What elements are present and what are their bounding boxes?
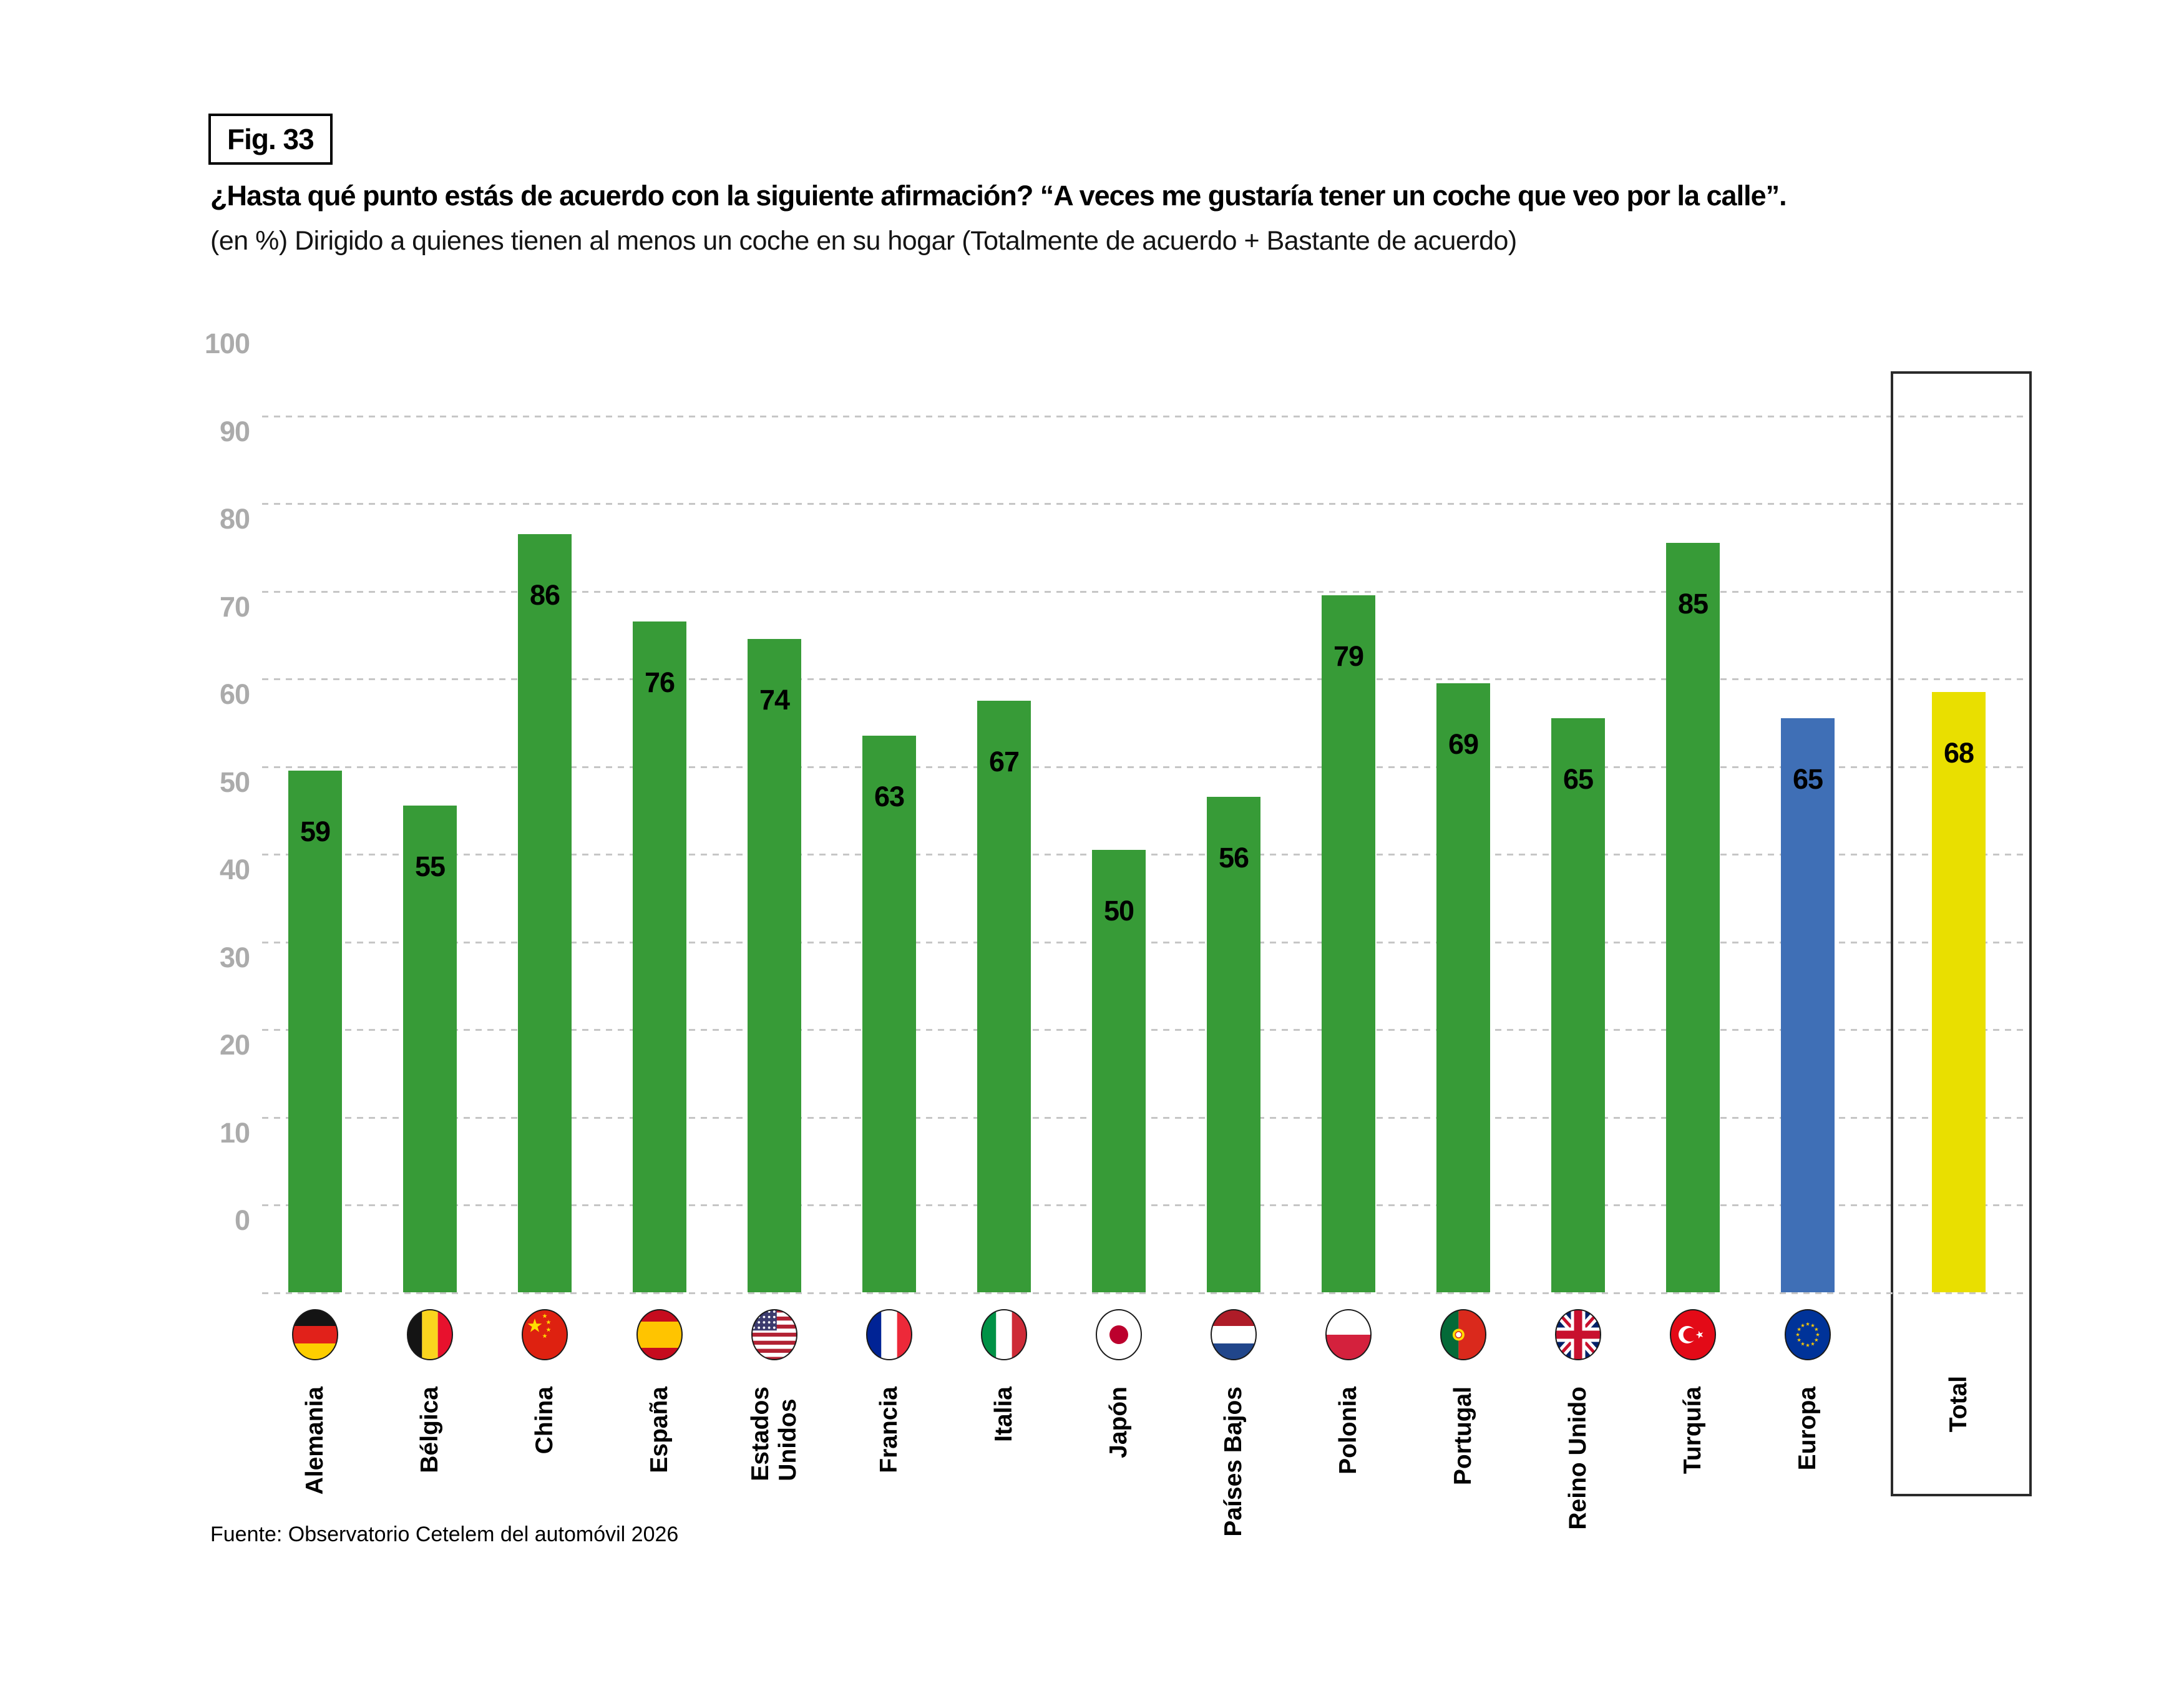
bar-china — [518, 534, 572, 1292]
flag-spain-icon — [636, 1309, 683, 1361]
chart-subtitle: (en %) Dirigido a quienes tienen al meno… — [210, 226, 1517, 256]
category-label-text: Países Bajos — [1220, 1387, 1247, 1537]
category-label-europa: Europa — [1761, 1387, 1855, 1655]
y-tick-label-40: 40 — [219, 854, 250, 885]
category-label-estados-unidos: Estados Unidos — [728, 1387, 821, 1655]
gridline-90 — [262, 416, 2027, 417]
flag-uk-icon — [1554, 1309, 1602, 1361]
bar-reino-unido — [1551, 718, 1605, 1292]
flag-china-icon — [521, 1309, 568, 1361]
gridline-80 — [262, 503, 2027, 505]
y-tick-label-30: 30 — [219, 942, 250, 973]
gridline-60 — [262, 678, 2027, 680]
flag-netherlands-icon — [1210, 1309, 1257, 1361]
category-label-polonia: Polonia — [1302, 1387, 1395, 1655]
y-tick-label-100: 100 — [204, 328, 250, 359]
category-label-text: Europa — [1794, 1387, 1821, 1471]
y-tick-label-50: 50 — [219, 766, 250, 798]
bar-value-china: 86 — [529, 579, 560, 611]
bar-value-polonia: 79 — [1333, 640, 1364, 672]
bar-europa — [1781, 718, 1835, 1292]
y-tick-label-10: 10 — [219, 1117, 250, 1149]
category-label-text: Bélgica — [416, 1387, 443, 1473]
category-label-turquia: Turquía — [1646, 1387, 1740, 1655]
bar-value-estados-unidos: 74 — [759, 684, 790, 716]
chart-title: ¿Hasta qué punto estás de acuerdo con la… — [210, 180, 1787, 212]
y-tick-label-20: 20 — [219, 1029, 250, 1061]
bar-value-europa: 65 — [1792, 763, 1823, 795]
bar-value-italia: 67 — [988, 746, 1020, 777]
category-label-text: China — [531, 1387, 558, 1455]
category-label-text: Japón — [1105, 1387, 1132, 1458]
flag-belgium-icon — [406, 1309, 454, 1361]
gridline-70 — [262, 591, 2027, 593]
category-label-portugal: Portugal — [1416, 1387, 1510, 1655]
category-label-text: Portugal — [1450, 1387, 1476, 1486]
category-label-text: Estados Unidos — [747, 1387, 801, 1481]
category-label-alemania: Alemania — [268, 1387, 362, 1655]
flag-germany-icon — [291, 1309, 339, 1361]
bar-total — [1932, 692, 1986, 1292]
flag-italy-icon — [980, 1309, 1028, 1361]
flag-portugal-icon — [1440, 1309, 1487, 1361]
category-label-text: Italia — [990, 1387, 1017, 1442]
category-label-francia: Francia — [842, 1387, 936, 1655]
bar-italia — [977, 701, 1031, 1292]
bar-polonia — [1322, 595, 1375, 1292]
bar-value-alemania: 59 — [300, 816, 331, 847]
flag-japan-icon — [1095, 1309, 1143, 1361]
flag-europe-icon — [1784, 1309, 1831, 1361]
bar-value-francia: 63 — [874, 781, 905, 812]
flag-poland-icon — [1325, 1309, 1372, 1361]
bar-estados-unidos — [748, 639, 801, 1292]
flag-usa-icon — [751, 1309, 798, 1361]
bar-belgica — [403, 806, 457, 1292]
gridline-baseline — [262, 1292, 2027, 1294]
category-label-reino-unido: Reino Unido — [1531, 1387, 1625, 1655]
total-highlight-box — [1891, 371, 2032, 1496]
bar-espana — [633, 621, 686, 1292]
gridline-50 — [262, 766, 2027, 768]
bar-value-paises-bajos: 56 — [1218, 842, 1249, 874]
y-tick-label-0: 0 — [234, 1204, 250, 1236]
bar-japon — [1092, 850, 1146, 1292]
category-label-china: China — [498, 1387, 592, 1655]
y-tick-label-60: 60 — [219, 678, 250, 710]
bar-value-espana: 76 — [644, 666, 675, 698]
category-label-text: España — [646, 1387, 673, 1473]
bar-value-reino-unido: 65 — [1562, 763, 1594, 795]
category-label-text: Turquía — [1679, 1387, 1706, 1474]
y-tick-label-90: 90 — [219, 416, 250, 447]
bar-value-japon: 50 — [1103, 895, 1134, 927]
bar-turquia — [1666, 543, 1720, 1292]
source-note: Fuente: Observatorio Cetelem del automóv… — [210, 1523, 679, 1546]
flag-turkey-icon — [1669, 1309, 1717, 1361]
category-label-text: Alemania — [301, 1387, 328, 1495]
bar-value-turquia: 85 — [1677, 588, 1709, 620]
bar-value-portugal: 69 — [1448, 728, 1479, 760]
bar-value-total: 68 — [1943, 737, 1974, 769]
bar-paises-bajos — [1207, 797, 1260, 1292]
y-tick-label-80: 80 — [219, 503, 250, 535]
category-label-text: Reino Unido — [1564, 1387, 1591, 1530]
category-label-espana: España — [613, 1387, 706, 1655]
bar-alemania — [288, 771, 342, 1292]
category-label-japon: Japón — [1072, 1387, 1166, 1655]
category-label-text: Francia — [875, 1387, 902, 1473]
flag-france-icon — [865, 1309, 913, 1361]
figure-tag: Fig. 33 — [208, 114, 333, 165]
bar-francia — [862, 736, 916, 1292]
bar-portugal — [1436, 683, 1490, 1292]
category-label-belgica: Bélgica — [383, 1387, 477, 1655]
bar-value-belgica: 55 — [414, 850, 446, 882]
category-label-text: Polonia — [1335, 1387, 1362, 1474]
category-label-paises-bajos: Países Bajos — [1187, 1387, 1280, 1655]
y-tick-label-70: 70 — [219, 591, 250, 623]
category-label-italia: Italia — [957, 1387, 1051, 1655]
